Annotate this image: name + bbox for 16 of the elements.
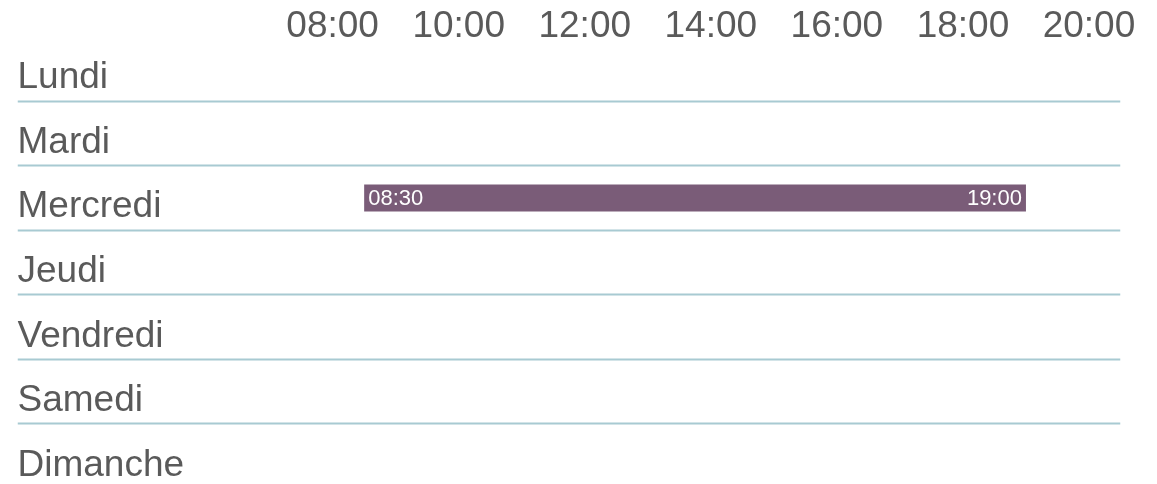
x-tick-label: 18:00	[916, 3, 1010, 45]
annotation: 08:30	[368, 185, 424, 211]
x-tick-label: 20:00	[1042, 3, 1136, 45]
x-tick-label: 16:00	[790, 3, 884, 45]
x-tick-label: 10:00	[412, 3, 505, 45]
y-tick-label: Mercredi	[17, 184, 162, 226]
y-tick-label: Jeudi	[17, 249, 106, 291]
y-tick-label: Samedi	[17, 378, 143, 420]
y-tick-label: Mardi	[17, 119, 111, 161]
annotation: 19:00	[966, 185, 1022, 211]
x-tick-label: 12:00	[538, 3, 632, 45]
y-tick-label: Dimanche	[17, 442, 185, 484]
x-tick-label: 08:00	[286, 3, 379, 45]
y-tick-label: Lundi	[17, 55, 109, 97]
x-tick-label: 14:00	[664, 3, 758, 45]
y-tick-label: Vendredi	[17, 313, 164, 355]
